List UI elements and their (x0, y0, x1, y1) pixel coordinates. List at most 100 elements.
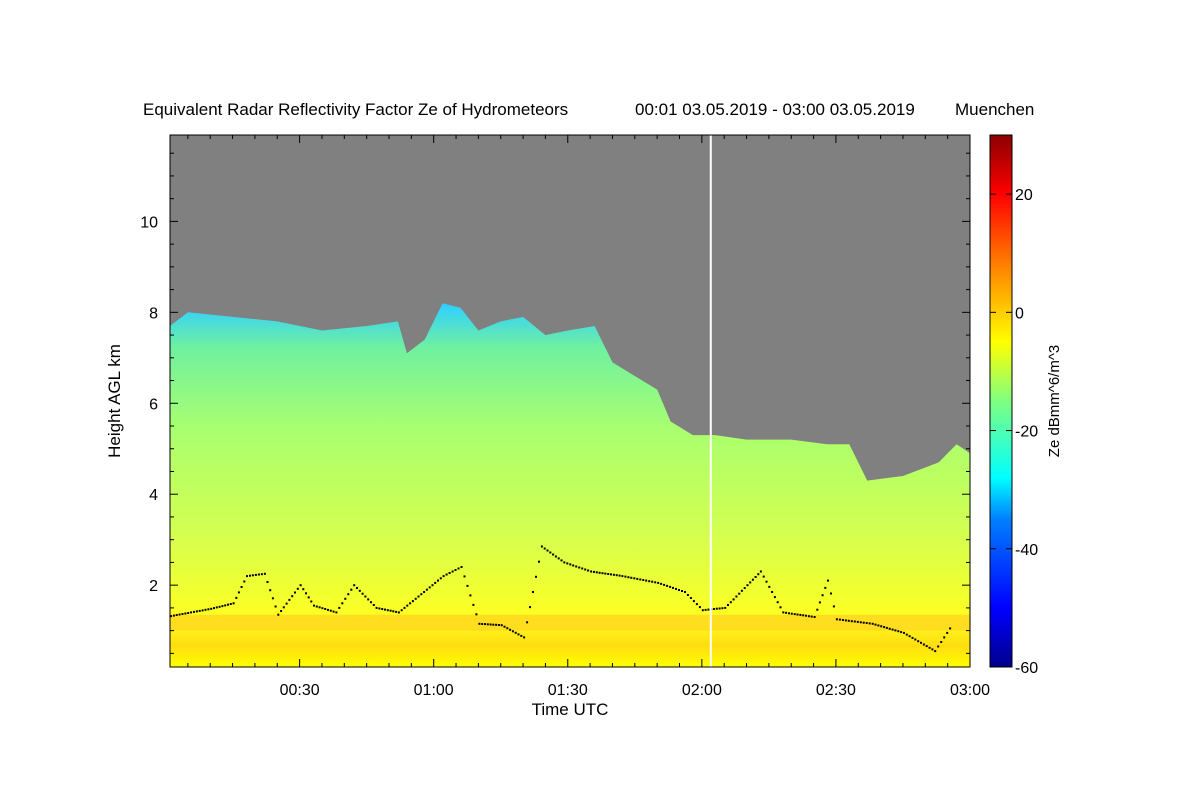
cloud-base-point (327, 608, 329, 611)
cloud-base-point (285, 602, 288, 605)
cloud-base-point (868, 622, 871, 625)
cloud-base-point (686, 594, 689, 596)
cloud-base-point (431, 584, 434, 587)
cloud-base-point (590, 570, 593, 573)
cloud-base-point (883, 626, 886, 629)
cloud-base-point (302, 588, 305, 591)
cloud-base-point (704, 608, 707, 611)
cloud-base-point (549, 551, 552, 554)
cloud-base-point (271, 597, 274, 600)
cloud-base-point (934, 650, 937, 653)
cloud-base-point (601, 572, 604, 575)
cloud-base-point (240, 586, 243, 588)
cloud-base-point (587, 569, 590, 572)
cloud-base-point (554, 555, 557, 558)
cloud-base-point (210, 607, 213, 610)
cloud-base-point (375, 606, 378, 609)
colorbar-ticks: 20 0 -20 -40 -60 (990, 187, 1038, 677)
cloud-base-point (607, 573, 610, 575)
cloud-base-point (807, 615, 810, 618)
cloud-base-point (768, 585, 771, 588)
cloud-base-point (451, 570, 454, 573)
cloud-base-point (378, 607, 381, 610)
cloud-base-point (891, 628, 894, 631)
cloud-base-point (532, 591, 534, 593)
cloud-base-point (500, 624, 503, 627)
cloud-base-point (344, 597, 347, 600)
cloud-base-point (805, 614, 807, 617)
cloud-base-point (517, 633, 520, 636)
cloud-base-point (260, 573, 263, 576)
cloud-base-point (406, 604, 409, 607)
cloud-base-point (277, 613, 280, 616)
cloud-base-point (724, 606, 727, 609)
cloud-base-point (666, 584, 669, 587)
cloud-base-point (540, 545, 543, 548)
cloud-base-point (593, 570, 595, 573)
cloud-base-point (187, 612, 190, 614)
x-tick-label: 02:30 (816, 682, 856, 699)
cloud-base-point (940, 641, 943, 643)
y-axis: 2 4 6 8 10 (140, 152, 970, 654)
cloud-base-point (850, 620, 853, 623)
cloud-base-point (321, 607, 324, 610)
cloud-base-point (914, 638, 917, 641)
cloud-base-point (880, 625, 883, 628)
cloud-base-point (636, 577, 639, 580)
cloud-base-point (350, 588, 353, 591)
cloud-base-point (543, 547, 546, 550)
cloud-base-point (949, 627, 952, 630)
cloud-base-point (400, 609, 403, 612)
cloud-base-point (535, 575, 537, 578)
cloud-base-point (221, 605, 224, 608)
cloud-base-point (790, 612, 793, 615)
cloud-base-point (329, 609, 332, 612)
cloud-base-point (678, 589, 680, 591)
cloud-base-point (853, 620, 856, 623)
cloud-base-point (489, 623, 492, 626)
cloud-base-point (920, 641, 922, 644)
cloud-base-point (448, 572, 451, 574)
cloud-base-point (538, 560, 540, 563)
cloud-base-point (546, 549, 549, 552)
cloud-base-point (824, 586, 827, 589)
cloud-base-point (249, 574, 251, 577)
cloud-base-point (654, 581, 657, 584)
cloud-base-point (237, 591, 240, 594)
cloud-base-point (466, 584, 469, 587)
y-tick-label: 10 (140, 214, 158, 231)
cloud-base-point (257, 573, 260, 576)
cloud-base-point (648, 580, 651, 583)
colorbar-tick-label: -20 (1015, 424, 1038, 441)
cloud-base-point (865, 622, 868, 624)
cloud-base-point (810, 615, 813, 618)
cloud-base-point (572, 564, 575, 567)
x-tick-label: 01:30 (548, 682, 588, 699)
cloud-base-point (514, 631, 517, 634)
cloud-base-point (395, 610, 398, 613)
cloud-base-point (871, 622, 874, 625)
cloud-base-point (204, 608, 207, 611)
cloud-base-point (816, 608, 819, 611)
colorbar-gradient (989, 134, 1013, 668)
cloud-base-point (610, 573, 612, 576)
cloud-base-point (642, 579, 645, 581)
cloud-base-point (832, 605, 835, 608)
cloud-base-point (445, 573, 448, 576)
y-tick-label: 8 (149, 305, 158, 322)
cloud-base-point (503, 625, 506, 628)
cloud-base-point (305, 592, 307, 595)
cloud-base-point (639, 578, 642, 581)
cloud-base-point (759, 570, 762, 573)
cloud-base-point (707, 608, 710, 611)
x-tick-label: 02:00 (682, 682, 722, 699)
cloud-base-point (943, 636, 946, 639)
colorbar: 20 0 -20 -40 -60 Ze dBmm^6/m^3 (989, 134, 1063, 677)
cloud-base-point (838, 618, 841, 621)
cloud-base-point (669, 585, 672, 588)
x-tick-label: 00:30 (280, 682, 320, 699)
cloud-base-point (908, 635, 911, 638)
cloud-base-point (269, 589, 272, 592)
cloud-base-point (175, 614, 178, 616)
